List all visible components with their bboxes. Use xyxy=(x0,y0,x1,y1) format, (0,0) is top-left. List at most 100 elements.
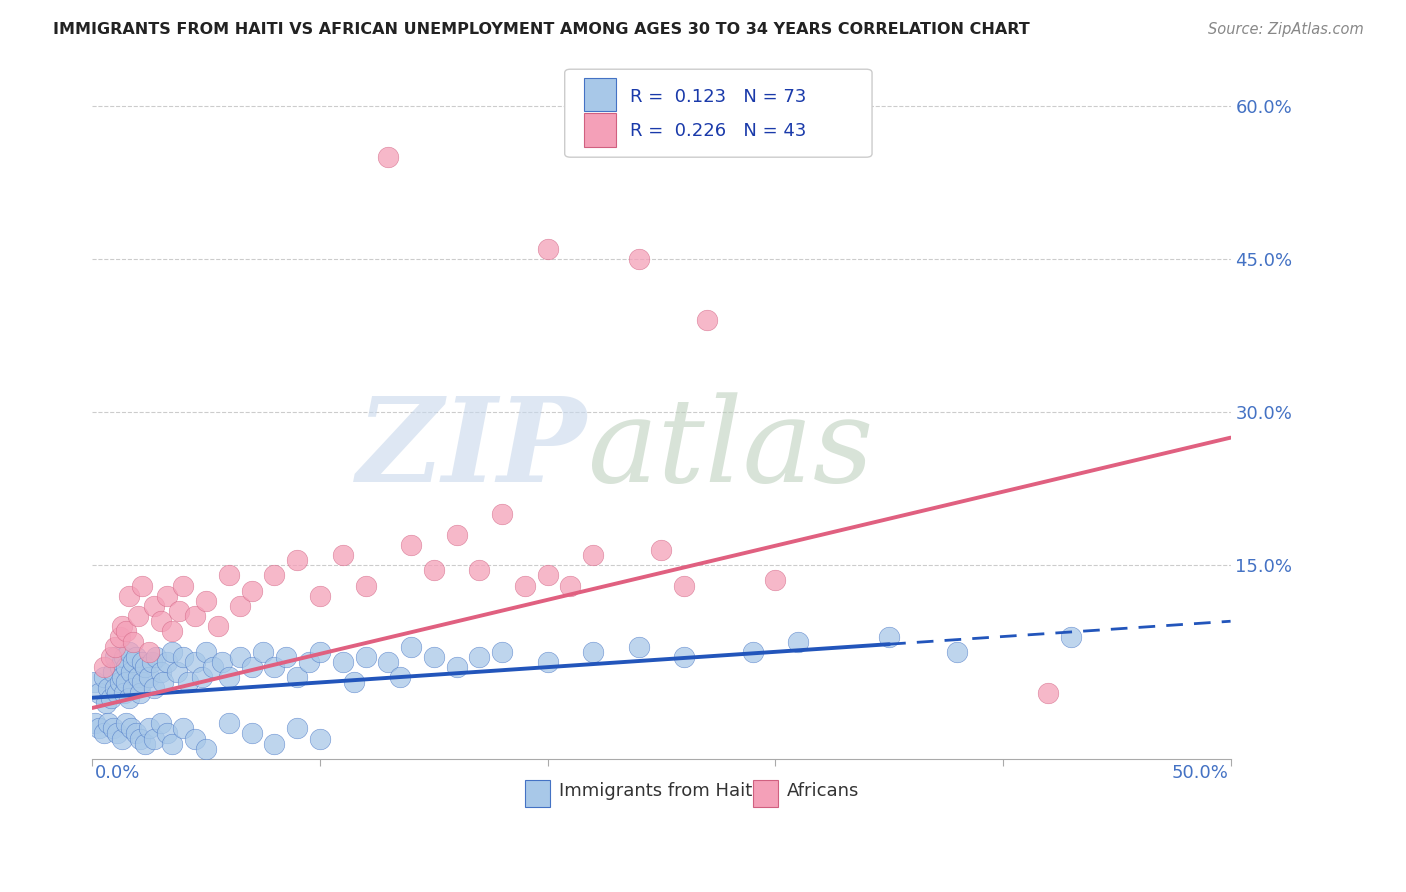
Point xyxy=(104,640,127,654)
Point xyxy=(152,675,174,690)
Point xyxy=(229,599,252,613)
Point xyxy=(112,685,135,699)
Point xyxy=(124,726,146,740)
Text: 0.0%: 0.0% xyxy=(94,764,141,782)
Point xyxy=(252,645,274,659)
Point xyxy=(127,670,149,684)
Point xyxy=(120,722,142,736)
Point xyxy=(138,722,160,736)
Point xyxy=(115,675,138,690)
Point xyxy=(1038,685,1060,699)
Point xyxy=(131,578,153,592)
Point xyxy=(263,737,285,751)
Point xyxy=(240,726,263,740)
Point xyxy=(156,726,179,740)
Point xyxy=(108,630,131,644)
Point xyxy=(377,150,399,164)
Point xyxy=(111,655,134,669)
Point xyxy=(156,655,179,669)
Point xyxy=(172,578,194,592)
Point xyxy=(160,645,183,659)
Point xyxy=(491,507,513,521)
Point xyxy=(468,563,491,577)
Point xyxy=(513,578,536,592)
Point xyxy=(97,716,120,731)
Point xyxy=(93,670,115,684)
Bar xyxy=(524,780,550,806)
Point xyxy=(104,649,127,664)
Point xyxy=(100,690,122,705)
Point xyxy=(184,655,207,669)
Point xyxy=(218,568,240,582)
Point xyxy=(97,681,120,695)
Point xyxy=(118,690,141,705)
Point xyxy=(93,660,115,674)
Point xyxy=(650,542,672,557)
Point xyxy=(446,527,468,541)
Point xyxy=(115,716,138,731)
Point xyxy=(560,578,582,592)
Point xyxy=(149,665,172,680)
Point xyxy=(122,681,145,695)
Point xyxy=(946,645,969,659)
Point xyxy=(134,737,156,751)
Text: Africans: Africans xyxy=(787,782,859,800)
Point xyxy=(141,655,163,669)
Point xyxy=(332,655,354,669)
Point xyxy=(124,649,146,664)
Point xyxy=(207,619,229,633)
Bar xyxy=(752,780,778,806)
Point xyxy=(149,716,172,731)
Point xyxy=(112,649,135,664)
Point xyxy=(190,670,212,684)
Point xyxy=(108,660,131,674)
Point xyxy=(741,645,763,659)
Point xyxy=(111,731,134,746)
Point xyxy=(108,675,131,690)
Point xyxy=(285,722,308,736)
Point xyxy=(297,655,319,669)
Point xyxy=(83,675,105,690)
Point xyxy=(122,634,145,648)
Point xyxy=(105,726,128,740)
Point xyxy=(787,634,810,648)
Point xyxy=(285,553,308,567)
Point xyxy=(115,660,138,674)
Point xyxy=(491,645,513,659)
Point xyxy=(195,594,218,608)
Point xyxy=(388,670,411,684)
Point xyxy=(195,645,218,659)
Text: R =  0.226   N = 43: R = 0.226 N = 43 xyxy=(630,122,806,140)
Point xyxy=(131,675,153,690)
Point xyxy=(166,665,188,680)
Text: atlas: atlas xyxy=(588,392,875,507)
Point xyxy=(142,731,165,746)
Point xyxy=(332,548,354,562)
Point xyxy=(218,716,240,731)
Point xyxy=(134,660,156,674)
Point xyxy=(763,574,786,588)
Bar xyxy=(583,113,616,146)
Point xyxy=(627,640,650,654)
Point xyxy=(122,655,145,669)
Text: ZIP: ZIP xyxy=(357,392,588,507)
Point xyxy=(129,685,152,699)
Point xyxy=(118,645,141,659)
FancyBboxPatch shape xyxy=(565,70,872,157)
Point xyxy=(195,741,218,756)
Point xyxy=(673,649,696,664)
Point xyxy=(111,670,134,684)
Point xyxy=(129,731,152,746)
Point xyxy=(240,660,263,674)
Point xyxy=(115,624,138,639)
Point xyxy=(673,578,696,592)
Point xyxy=(536,242,558,256)
Point xyxy=(101,722,124,736)
Point xyxy=(1060,630,1083,644)
Point xyxy=(399,640,422,654)
Point xyxy=(156,589,179,603)
Text: 50.0%: 50.0% xyxy=(1171,764,1229,782)
Point xyxy=(423,563,446,577)
Point xyxy=(309,731,332,746)
Point xyxy=(160,624,183,639)
